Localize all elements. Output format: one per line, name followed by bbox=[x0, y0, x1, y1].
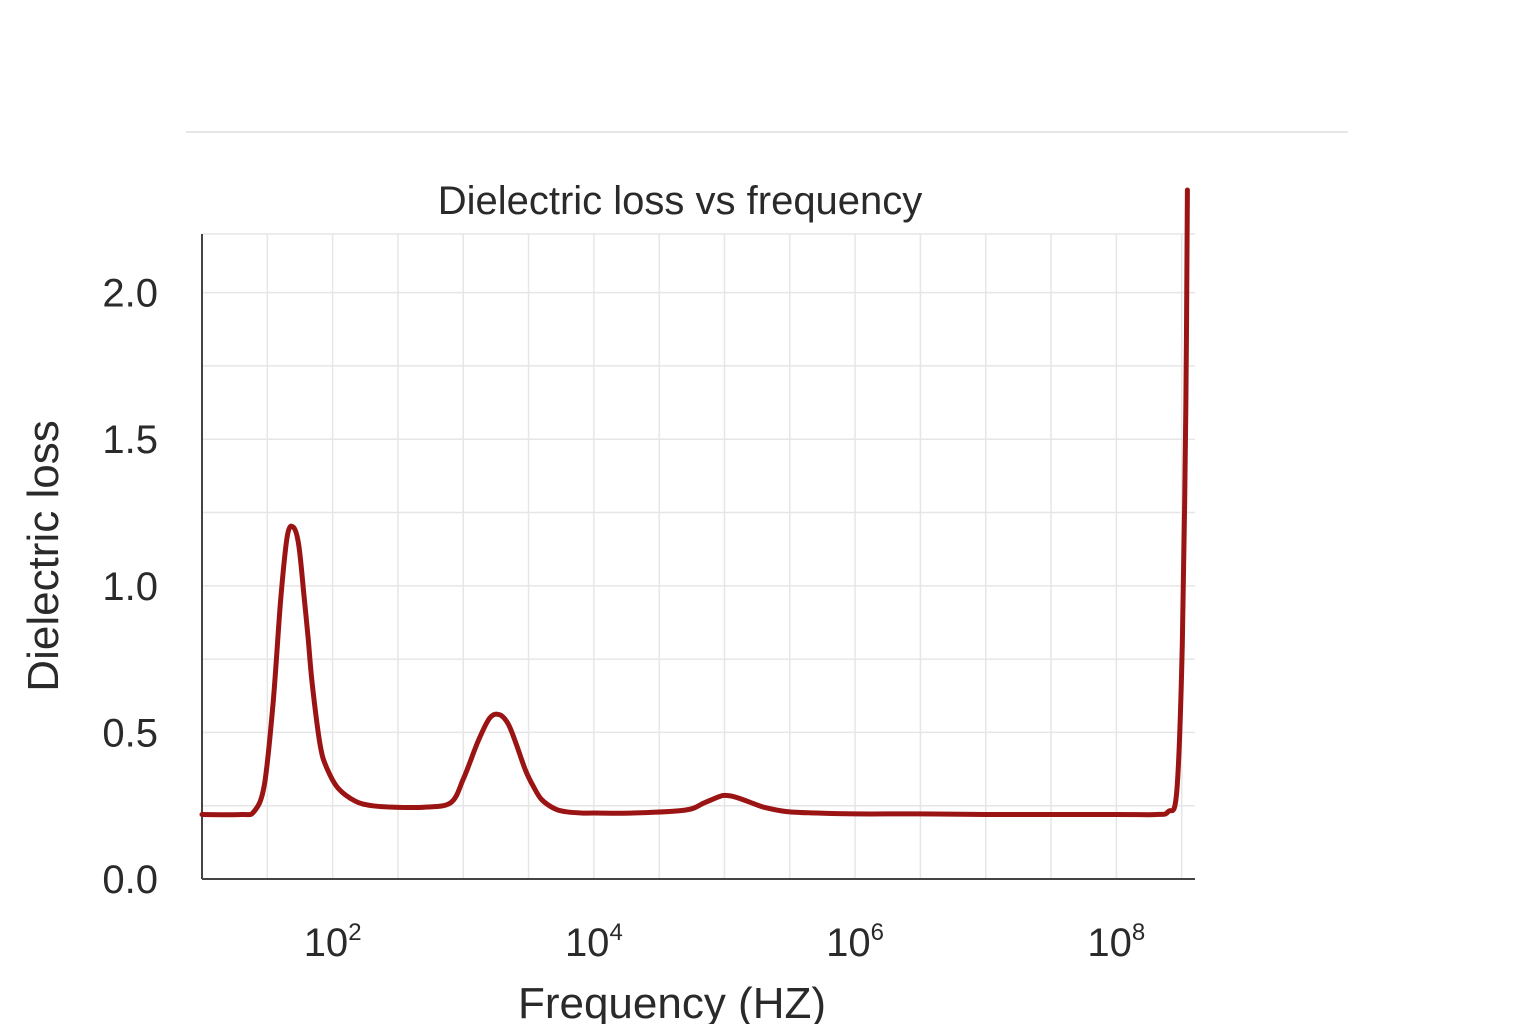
axes bbox=[201, 234, 1195, 880]
chart-title: Dielectric loss vs frequency bbox=[438, 179, 923, 223]
x-tick-label-2: 106 bbox=[826, 919, 884, 965]
y-tick-label-3: 1.5 bbox=[102, 418, 158, 462]
series-line-0 bbox=[199, 187, 1190, 818]
y-tick-label-2: 1.0 bbox=[102, 565, 158, 609]
y-tick-label-0: 0.0 bbox=[102, 858, 158, 902]
x-tick-label-0: 102 bbox=[304, 919, 362, 965]
series bbox=[199, 187, 1190, 818]
x-tick-labels: 102 104 106 108 bbox=[304, 919, 1146, 965]
y-tick-labels: 0.0 0.5 1.0 1.5 2.0 bbox=[102, 272, 158, 902]
x-axis-label: Frequency (HZ) bbox=[518, 979, 826, 1024]
grid bbox=[202, 233, 1195, 879]
x-tick-label-1: 104 bbox=[565, 919, 623, 965]
y-axis-label: Dielectric loss bbox=[19, 420, 68, 691]
x-tick-label-3: 108 bbox=[1087, 919, 1145, 965]
y-tick-label-4: 2.0 bbox=[102, 272, 158, 316]
y-tick-label-1: 0.5 bbox=[102, 711, 158, 755]
